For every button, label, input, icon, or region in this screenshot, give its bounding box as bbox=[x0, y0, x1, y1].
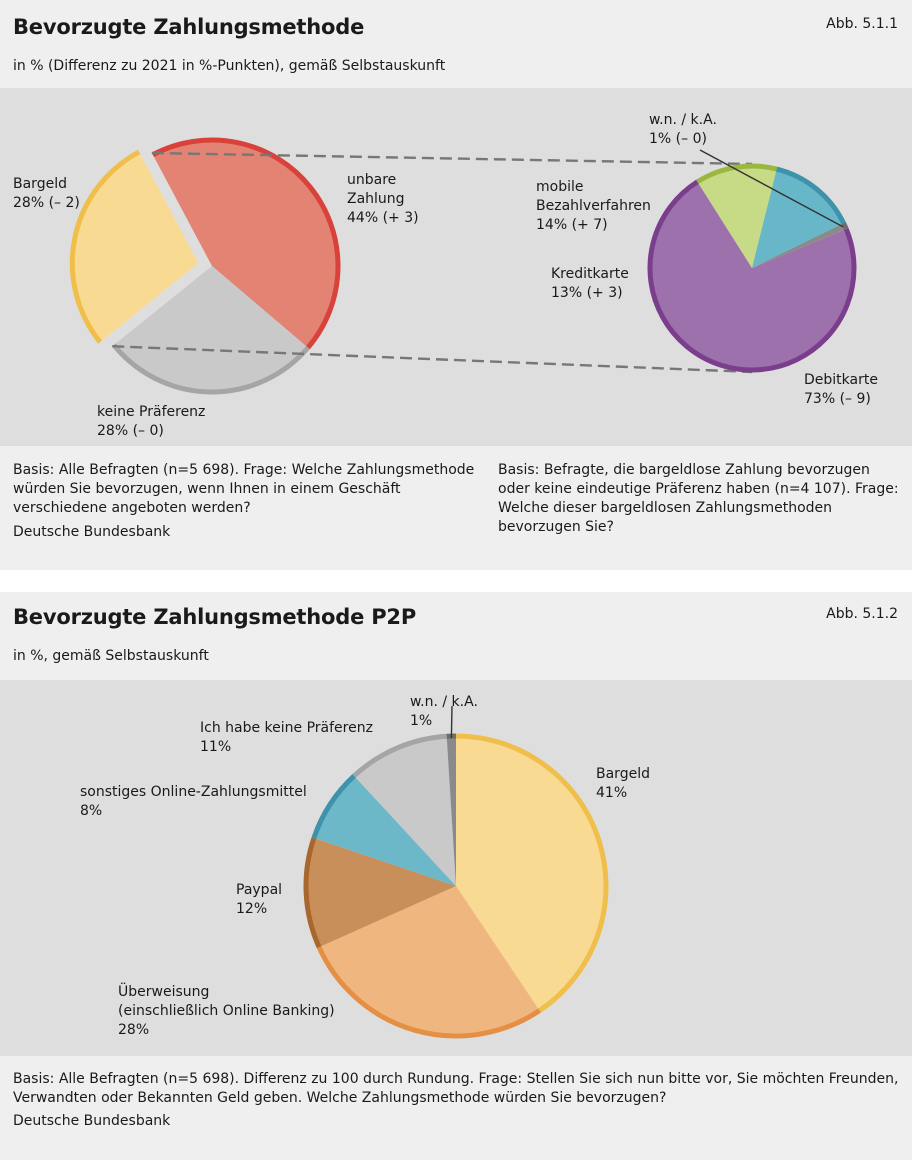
pie3-paypal-slice bbox=[304, 837, 456, 948]
pie1-keine-slice bbox=[112, 266, 310, 395]
pie1-bargeld-rim bbox=[69, 149, 141, 344]
fig1-note-right-line: bevorzugen Sie? bbox=[498, 519, 614, 535]
pie1-bargeld-slice bbox=[70, 150, 199, 344]
pie1-unbar-slice bbox=[151, 138, 340, 349]
fig2-number: Abb. 5.1.2 bbox=[826, 606, 898, 622]
pie3-wn-slice bbox=[446, 734, 456, 886]
fig2-title: Bevorzugte Zahlungsmethode P2P bbox=[13, 605, 417, 629]
pie2-kredit-slice bbox=[696, 164, 778, 268]
fig1-note-left: Basis: Alle Befragten (n=5 698). Frage: … bbox=[13, 461, 474, 518]
fig1-subtitle: in % (Differenz zu 2021 in %-Punkten), g… bbox=[13, 58, 446, 74]
pie2-debit-label: Debitkarte 73% (– 9) bbox=[804, 372, 878, 407]
fig1-chart: Bargeld 28% (– 2) unbare Zahlung 44% (+ 3) ke… bbox=[13, 112, 878, 439]
pie1-keine-label: keine Präferenz 28% (– 0) bbox=[97, 404, 205, 439]
pie2-kredit-label: Kreditkarte 13% (+ 3) bbox=[551, 266, 629, 301]
fig1-note-left-line: Basis: Alle Befragten (n=5 698). Frage: … bbox=[13, 462, 475, 478]
pie2-mobile-rim bbox=[776, 166, 846, 225]
fig1-source: Deutsche Bundesbank bbox=[13, 524, 171, 540]
pie3-ueberweisung-slice bbox=[317, 886, 541, 1038]
pie2-mobile-label: mobile Bezahlverfahren 14% (+ 7) bbox=[536, 179, 651, 233]
pie3-keine-rim bbox=[352, 733, 447, 778]
fig1-note-left-line: verschiedene angeboten werden? bbox=[13, 500, 251, 516]
fig1-note-left-line: würden Sie bevorzugen, wenn Ihnen in ein… bbox=[13, 481, 401, 497]
pie3-ueberweisung-label: Überweisung (einschließlich Online Bankin… bbox=[118, 982, 335, 1038]
fig1-number: Abb. 5.1.1 bbox=[826, 16, 898, 32]
pie2-wn-slice bbox=[752, 222, 849, 268]
pie3-online-slice bbox=[312, 774, 456, 886]
pie3-bargeld-rim bbox=[455, 733, 609, 1013]
pie1-unbar-label: unbare Zahlung 44% (+ 3) bbox=[347, 172, 419, 226]
fig1-header: Bevorzugte Zahlungsmethode Abb. 5.1.1 in… bbox=[0, 0, 912, 88]
fig1-plot-area: Bargeld 28% (– 2) unbare Zahlung 44% (+ 3) ke… bbox=[0, 88, 912, 446]
fig1-note-right-line: oder keine eindeutige Präferenz haben (n… bbox=[498, 481, 899, 497]
pie2-debit-rim bbox=[647, 179, 857, 373]
pie3-keine-slice bbox=[352, 734, 456, 886]
fig2-footer: Basis: Alle Befragten (n=5 698). Differe… bbox=[0, 1056, 912, 1160]
fig1-note-right-line: Basis: Befragte, die bargeldlose Zahlung… bbox=[498, 462, 870, 478]
pie3-bargeld-slice bbox=[456, 734, 608, 1013]
pie3-ueberweisung-rim bbox=[316, 946, 541, 1039]
fig1-title: Bevorzugte Zahlungsmethode bbox=[13, 15, 365, 39]
pie3-wn-leader bbox=[450, 705, 453, 739]
connector-bottom bbox=[112, 345, 753, 374]
fig2-plot-area: w.n. / k.A. 1% Ich habe keine Präferenz 11%… bbox=[0, 680, 912, 1056]
fig2-note-line: Verwandten oder Bekannten Geld geben. We… bbox=[13, 1090, 667, 1106]
pie3-online-rim bbox=[311, 774, 356, 839]
pie3-bargeld-label: Bargeld 41% bbox=[596, 766, 650, 801]
fig2-note-line: Basis: Alle Befragten (n=5 698). Differe… bbox=[13, 1071, 899, 1087]
pie2-kredit-rim bbox=[696, 163, 778, 184]
fig1-note-right: Basis: Befragte, die bargeldlose Zahlung… bbox=[498, 461, 899, 537]
pie1-bargeld-label: Bargeld 28% (– 2) bbox=[13, 176, 80, 211]
pie2-wn-rim bbox=[841, 222, 849, 230]
fig2-header: Bevorzugte Zahlungsmethode P2P Abb. 5.1.… bbox=[0, 592, 912, 680]
pie3-wn-label: w.n. / k.A. 1% bbox=[410, 694, 478, 729]
fig2-subtitle: in %, gemäß Selbstauskunft bbox=[13, 648, 209, 664]
pie3-paypal-label: Paypal 12% bbox=[236, 882, 282, 917]
pie1-unbar-rim bbox=[151, 137, 341, 350]
fig1-footer: Basis: Alle Befragten (n=5 698). Frage: … bbox=[0, 446, 912, 570]
pie3-online-label: sonstiges Online-Zahlungsmittel 8% bbox=[80, 784, 307, 819]
fig1-note-right-line: Welche dieser bargeldlosen Zahlungsmetho… bbox=[498, 500, 833, 516]
pie2-wn-leader bbox=[699, 149, 844, 228]
pie1-keine-rim bbox=[111, 343, 310, 395]
fig2-source: Deutsche Bundesbank bbox=[13, 1113, 171, 1129]
pie2-debit-slice bbox=[648, 180, 857, 372]
fig2-note: Basis: Alle Befragten (n=5 698). Differe… bbox=[13, 1070, 898, 1108]
pie2-wn-label: w.n. / k.A. 1% (– 0) bbox=[649, 112, 717, 147]
pie3-keine-label: Ich habe keine Präferenz 11% bbox=[200, 720, 373, 755]
connector-top bbox=[151, 151, 753, 166]
pie3-paypal-rim bbox=[303, 837, 322, 949]
fig2-chart: w.n. / k.A. 1% Ich habe keine Präferenz 11%… bbox=[80, 694, 650, 1039]
